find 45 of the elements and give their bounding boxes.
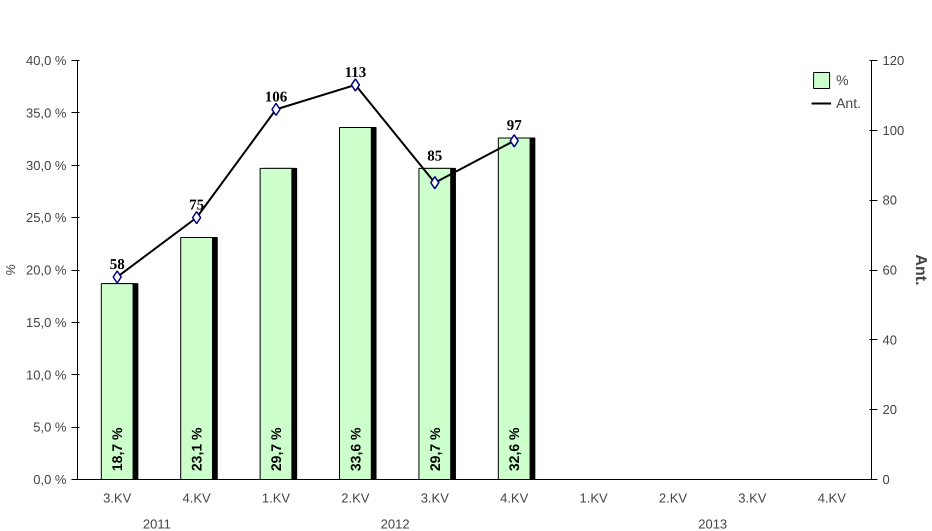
- data-label: 58: [110, 256, 125, 273]
- y-axis-title: %: [3, 264, 18, 276]
- data-label: 106: [264, 89, 288, 106]
- x-tick-label: 2.KV: [658, 490, 688, 506]
- text: 2013: [698, 516, 728, 531]
- x-tick-label: 4.KV: [818, 490, 846, 506]
- data-label: 23,1 %: [188, 426, 205, 472]
- data-label: 29,7 %: [426, 426, 443, 472]
- text: 2012: [380, 516, 410, 531]
- y2-tick-label: 80: [882, 192, 897, 208]
- x-tick-label: 1.KV: [262, 490, 290, 506]
- y-tick-label: 30,0 %: [26, 158, 67, 173]
- legend-label: %: [836, 72, 850, 88]
- y-tick-label: 5,0 %: [33, 420, 67, 435]
- data-label: 97: [506, 118, 522, 134]
- x-tick-label: 3.KV: [420, 490, 450, 506]
- data-label: 33,6 %: [347, 426, 364, 472]
- x-tick-label: 4.KV: [500, 490, 529, 506]
- y2-tick-label: 0: [882, 472, 890, 487]
- y-tick-label: 15,0 %: [26, 314, 67, 330]
- y2-tick-label: 20: [882, 402, 897, 418]
- data-label: 75: [189, 198, 204, 214]
- data-label: 32,6 %: [506, 426, 522, 472]
- y-tick-label: 35,0 %: [26, 105, 67, 120]
- data-label: 85: [427, 148, 442, 164]
- x-tick-label: 1.KV: [580, 490, 608, 506]
- data-label: 29,7 %: [268, 426, 284, 472]
- x-tick-label: 3.KV: [103, 490, 132, 506]
- y2-tick-label: 120: [882, 53, 904, 68]
- text: 2011: [142, 516, 171, 531]
- data-label: 18,7 %: [109, 426, 126, 472]
- legend-label: Ant.: [836, 95, 861, 111]
- x-tick-label: 3.KV: [738, 490, 767, 506]
- x-tick-label: 2.KV: [341, 490, 370, 506]
- y2-tick-label: 60: [882, 262, 897, 278]
- y2-tick-label: 40: [882, 332, 897, 348]
- y-tick-label: 20,0 %: [26, 262, 67, 278]
- y-tick-label: 40,0 %: [26, 53, 67, 68]
- data-label: 113: [344, 64, 366, 81]
- y2-axis-title: Ant.: [912, 254, 930, 286]
- y2-tick-label: 100: [882, 122, 904, 138]
- y-tick-label: 25,0 %: [26, 210, 67, 226]
- y-tick-label: 10,0 %: [26, 367, 67, 382]
- y-tick-label: 0,0 %: [33, 472, 67, 487]
- x-tick-label: 4.KV: [182, 490, 212, 506]
